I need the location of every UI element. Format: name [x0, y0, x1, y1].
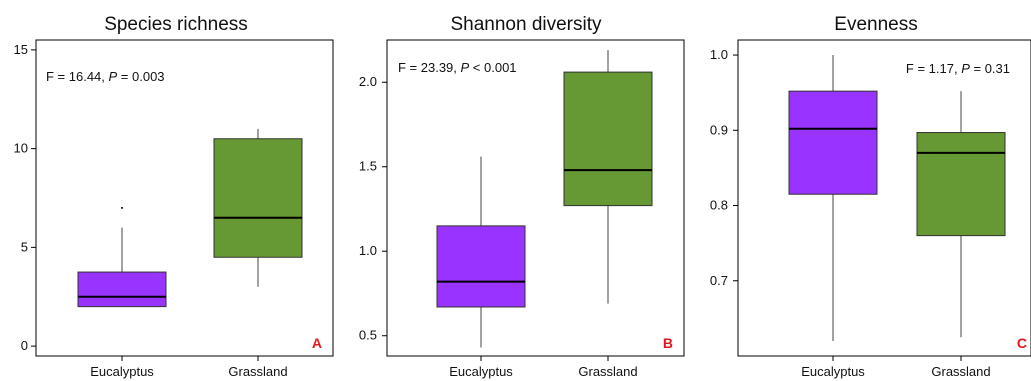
box-eucalyptus	[77, 271, 167, 308]
x-tick-label: Eucalyptus	[801, 364, 865, 379]
panel-letter: A	[312, 335, 322, 351]
y-tick-label: 0.5	[359, 328, 377, 343]
y-tick-label: 1.0	[359, 243, 377, 258]
panel-frame	[737, 39, 1031, 357]
outlier-point	[121, 206, 123, 209]
panel-1: Species richness 0 5 10 15 Eucalyptus Grasslan…	[14, 14, 334, 379]
panel-letter: B	[663, 335, 673, 351]
x-tick-label: Grassland	[931, 364, 990, 379]
panel-2: Shannon diversity 0.5 1.0 1.5 2.0 Eucalyptus G…	[359, 14, 685, 379]
panel-letter: C	[1017, 335, 1027, 351]
panel-frame	[35, 39, 334, 357]
x-tick-label: Eucalyptus	[90, 364, 154, 379]
box-grassland	[916, 132, 1006, 237]
stat-annotation: F = 23.39, P < 0.001	[398, 60, 517, 75]
box-grassland	[213, 138, 303, 258]
y-tick-label: 10	[14, 141, 28, 156]
y-tick-label: 0.8	[710, 198, 728, 213]
stat-annotation: F = 16.44, P = 0.003	[46, 69, 165, 84]
y-tick-label: 15	[14, 42, 28, 57]
chart-title: Shannon diversity	[450, 14, 602, 35]
box-grassland	[563, 71, 653, 207]
y-tick-label: 1.0	[710, 47, 728, 62]
y-tick-label: 2.0	[359, 74, 377, 89]
panel-frame	[386, 39, 685, 357]
x-tick-label: Grassland	[578, 364, 637, 379]
box-eucalyptus	[788, 90, 878, 195]
panel-3: Evenness 0.7 0.8 0.9 1.0 Eucalyptus Grassland F…	[710, 14, 1031, 379]
box-eucalyptus	[436, 225, 526, 308]
y-tick-label: 5	[21, 239, 28, 254]
chart-title: Species richness	[104, 14, 248, 35]
y-tick-label: 0.9	[710, 122, 728, 137]
stat-annotation: F = 1.17, P = 0.31	[906, 61, 1010, 76]
y-tick-label: 0	[21, 338, 28, 353]
x-tick-label: Grassland	[228, 364, 287, 379]
y-tick-label: 0.7	[710, 273, 728, 288]
x-tick-label: Eucalyptus	[449, 364, 513, 379]
chart-title: Evenness	[834, 14, 917, 35]
y-tick-label: 1.5	[359, 159, 377, 174]
